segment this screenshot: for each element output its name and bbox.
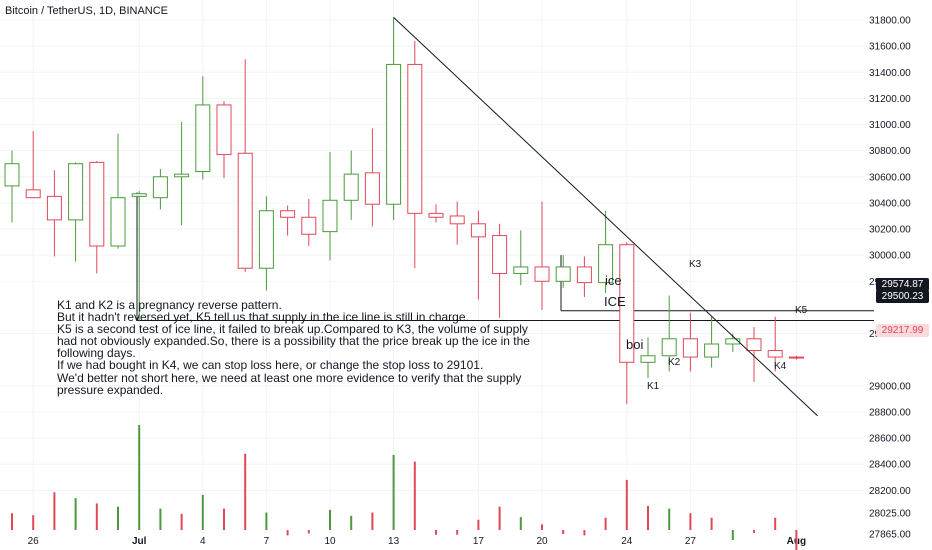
price-axis-tick: 31800.00 bbox=[869, 16, 911, 27]
candle-body bbox=[407, 63, 423, 214]
note-line: If we had bought in K4, we can stop loss… bbox=[57, 358, 484, 373]
candle-body bbox=[258, 210, 274, 269]
candle-body bbox=[364, 172, 380, 205]
candle-body bbox=[576, 266, 592, 284]
price-axis-tick: 27865.00 bbox=[869, 530, 911, 541]
price-axis-tick: 28600.00 bbox=[869, 434, 911, 445]
price-axis-tick: 29000.00 bbox=[869, 381, 911, 392]
candle-body bbox=[725, 338, 741, 345]
ice-upper-label: ICE bbox=[604, 294, 626, 309]
candle-body bbox=[152, 176, 168, 199]
candle-body bbox=[216, 104, 232, 156]
candle-body bbox=[661, 338, 677, 357]
price-axis-tick: 28200.00 bbox=[869, 486, 911, 497]
date-axis-tick: 26 bbox=[28, 536, 40, 547]
note-line: K1 and K2 is a pregnancy reverse pattern… bbox=[57, 298, 282, 312]
candle-body bbox=[704, 343, 720, 358]
candle-body bbox=[46, 195, 62, 221]
date-axis-tick: 7 bbox=[264, 536, 270, 547]
candle-body bbox=[534, 266, 550, 282]
price-axis-tick: 30200.00 bbox=[869, 225, 911, 236]
candle-body bbox=[492, 235, 508, 274]
candle-body bbox=[131, 193, 147, 197]
date-axis-tick: 10 bbox=[324, 536, 336, 547]
candle-body bbox=[4, 163, 20, 187]
candle-body bbox=[89, 161, 105, 247]
candle-body bbox=[110, 197, 126, 247]
candle-body bbox=[322, 199, 338, 233]
analysis-note: K1 and K2 is a pregnancy reverse pattern… bbox=[57, 299, 537, 396]
candle-body bbox=[195, 104, 211, 173]
price-axis-tick: 30000.00 bbox=[869, 251, 911, 262]
candle-body bbox=[682, 338, 698, 358]
price-axis-tick: 31600.00 bbox=[869, 42, 911, 53]
ice-lower-price-tag: 29500.23 bbox=[876, 290, 929, 303]
price-axis-tick: 30800.00 bbox=[869, 146, 911, 157]
candle-body bbox=[449, 215, 465, 225]
note-line: pressure expanded. bbox=[57, 382, 164, 397]
k2-label: K2 bbox=[668, 357, 681, 368]
candle-body bbox=[788, 356, 804, 359]
date-axis-tick: 13 bbox=[388, 536, 400, 547]
candle-body bbox=[280, 210, 296, 218]
candle-body bbox=[513, 266, 529, 274]
note-line: had not obviously expanded.So, there is … bbox=[57, 334, 530, 349]
date-axis-tick: Jul bbox=[132, 536, 147, 547]
candle-body bbox=[428, 212, 444, 218]
k1-label: K1 bbox=[647, 381, 660, 392]
candle-body bbox=[746, 338, 762, 352]
price-axis-tick: 31000.00 bbox=[869, 120, 911, 131]
note-line: following days. bbox=[57, 346, 136, 361]
date-axis-tick: 27 bbox=[685, 536, 697, 547]
k4-label: K4 bbox=[774, 361, 787, 372]
candle-body bbox=[598, 244, 614, 284]
date-axis-tick: 20 bbox=[536, 536, 548, 547]
candle-body bbox=[174, 173, 190, 178]
candle-body bbox=[640, 355, 656, 363]
ice-lower-label: ice bbox=[605, 273, 622, 288]
candle-body bbox=[619, 244, 635, 363]
k5-label: K5 bbox=[795, 305, 808, 316]
candle-body bbox=[237, 152, 253, 269]
ice-price-tag: 29574.87 bbox=[876, 278, 929, 291]
candle-body bbox=[767, 350, 783, 358]
k3-label: K3 bbox=[689, 259, 702, 270]
candle-body bbox=[68, 163, 84, 221]
candle-body bbox=[470, 223, 486, 238]
note-line: K5 is a second test of ice line, it fail… bbox=[57, 322, 528, 337]
note-line: But it hadn't reversed yet, K5 tell us t… bbox=[57, 310, 469, 325]
candle-body bbox=[386, 63, 402, 205]
price-axis-tick: 28025.00 bbox=[869, 509, 911, 520]
boi-label: boi bbox=[626, 337, 644, 352]
note-line: We'd better not short here, we need at l… bbox=[57, 370, 522, 385]
date-axis-tick: 17 bbox=[473, 536, 485, 547]
date-axis-tick: 4 bbox=[200, 536, 206, 547]
date-axis-tick: 24 bbox=[621, 536, 633, 547]
candle-body bbox=[25, 189, 41, 199]
candle-body bbox=[555, 266, 571, 282]
price-axis-tick: 31400.00 bbox=[869, 68, 911, 79]
price-axis-tick: 30600.00 bbox=[869, 172, 911, 183]
price-axis-tick: 30400.00 bbox=[869, 198, 911, 209]
price-axis-tick: 28800.00 bbox=[869, 407, 911, 418]
last-price-tag: 29217.99 bbox=[876, 324, 929, 337]
candle-body bbox=[343, 173, 359, 201]
trend-line bbox=[393, 17, 818, 417]
price-axis-tick: 31200.00 bbox=[869, 94, 911, 105]
price-axis-tick: 28400.00 bbox=[869, 460, 911, 471]
candle-body bbox=[301, 216, 317, 235]
chart-title: Bitcoin / TetherUS, 1D, BINANCE bbox=[5, 5, 169, 17]
